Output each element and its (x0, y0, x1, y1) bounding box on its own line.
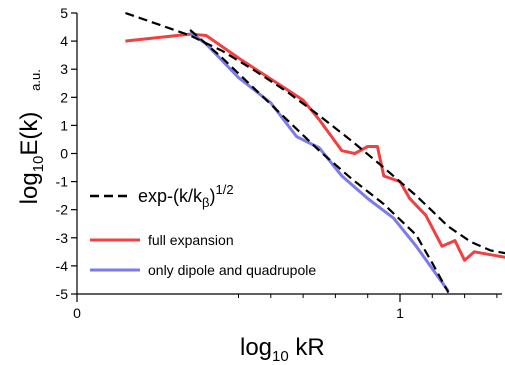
x-axis-title-main: log (240, 334, 272, 361)
y-tick-label: 0 (60, 146, 68, 162)
x-axis-title-sub: 10 (272, 348, 289, 365)
series-line-full-expansion (125, 32, 505, 262)
legend-label-fit: exp-(k/kβ)1/2 (138, 182, 234, 210)
plot-frame (76, 13, 502, 295)
svg-text:log10E(k): log10E(k) (16, 112, 47, 205)
y-tick-label: 2 (60, 89, 68, 105)
legend: exp-(k/kβ)1/2 full expansion only dipole… (90, 182, 316, 278)
y-tick-label: 5 (60, 5, 68, 21)
y-axis-title-main: log (16, 172, 43, 204)
y-axis-title-rest: E(k) (16, 112, 43, 156)
series-line-dipole-quadrupole (189, 31, 450, 293)
x-axis-title: log10 kR (240, 334, 325, 365)
legend-item-dipole: only dipole and quadrupole (90, 262, 316, 278)
x-tick-label: 1 (396, 305, 404, 321)
legend-label-dipole: only dipole and quadrupole (148, 262, 316, 278)
series-line-fit-full (125, 11, 505, 255)
y-tick-label: -5 (56, 286, 69, 302)
y-axis-unit: a.u. (28, 69, 43, 91)
y-axis-title-sub: 10 (30, 156, 47, 173)
y-tick-label: 3 (60, 61, 68, 77)
y-ticks: 5 4 3 2 1 0 -1 -2 -3 -4 -5 (56, 5, 77, 302)
y-tick-label: 4 (60, 33, 68, 49)
x-tick-label: 0 (73, 305, 81, 321)
legend-label-full: full expansion (148, 232, 234, 248)
svg-text:a.u.: a.u. (28, 69, 43, 91)
y-tick-label: -3 (56, 230, 69, 246)
y-tick-label: -1 (56, 174, 69, 190)
legend-item-full: full expansion (90, 232, 234, 248)
legend-item-fit: exp-(k/kβ)1/2 (90, 182, 234, 210)
y-tick-label: -2 (56, 202, 69, 218)
x-axis-title-rest: kR (289, 334, 325, 361)
series-layer (125, 11, 505, 294)
y-tick-label: 1 (60, 117, 68, 133)
series-line-fit-dipole (189, 29, 450, 294)
y-axis-title: log10E(k) (16, 112, 47, 205)
y-tick-label: -4 (56, 258, 69, 274)
